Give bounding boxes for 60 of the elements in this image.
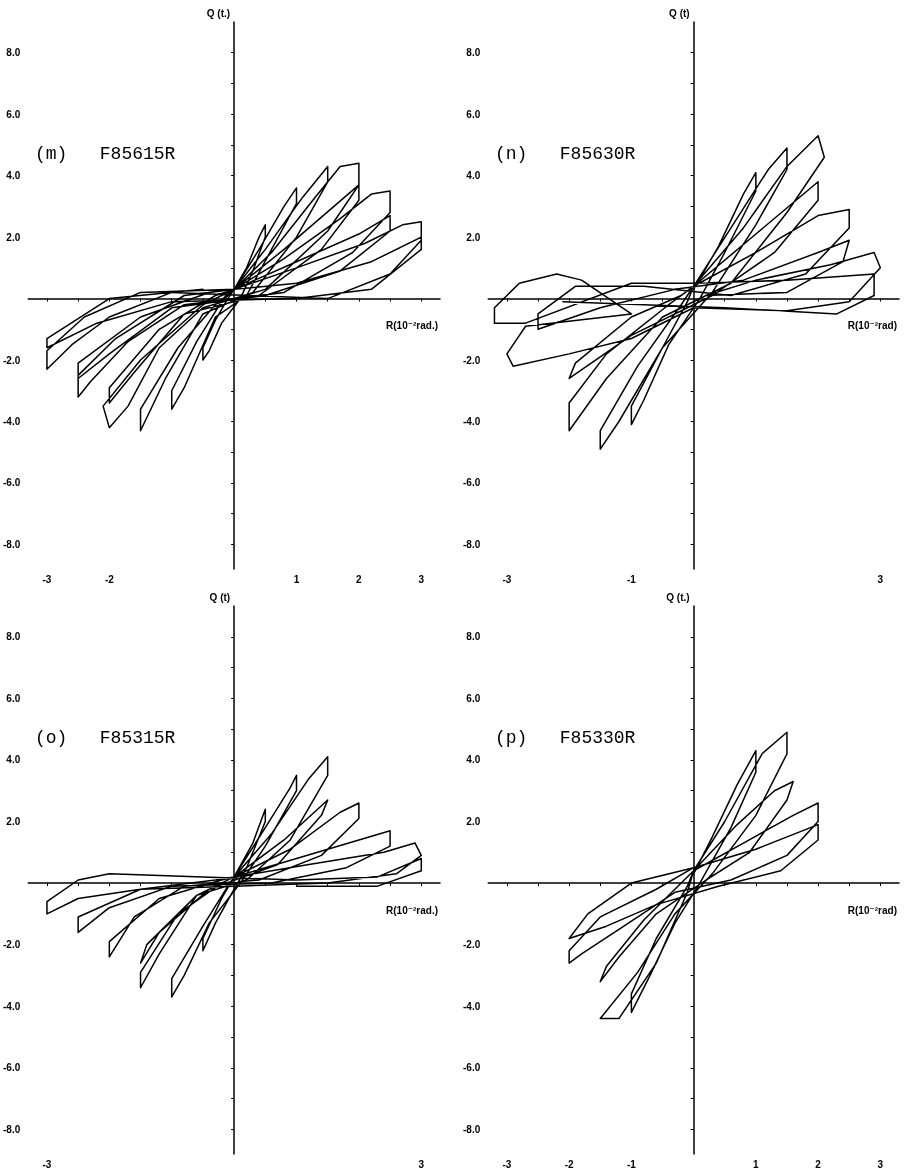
y-axis-title: Q (t) xyxy=(669,7,690,19)
x-tick-label: 3 xyxy=(877,1158,884,1169)
x-tick-label: -2 xyxy=(104,573,115,585)
y-tick-label: 2.0 xyxy=(466,816,481,828)
y-tick-label: 4.0 xyxy=(466,754,481,766)
y-tick-label: -2.0 xyxy=(3,354,21,366)
x-tick-label: 1 xyxy=(753,1158,760,1169)
x-tick-label: 1 xyxy=(293,573,300,585)
y-tick-label: 8.0 xyxy=(6,631,21,643)
y-axis-title: Q (t) xyxy=(209,591,231,603)
y-tick-label: -8.0 xyxy=(463,538,481,550)
y-tick-label: -2.0 xyxy=(463,354,481,366)
text: (n) F85630R xyxy=(495,144,636,165)
y-tick-label: -4.0 xyxy=(463,415,481,427)
y-tick-label: -6.0 xyxy=(3,477,21,489)
x-axis-title: R(10⁻²rad.) xyxy=(386,320,438,332)
x-tick-label: -3 xyxy=(502,1158,512,1169)
x-tick-label: 3 xyxy=(418,573,425,585)
y-tick-label: 6.0 xyxy=(6,692,21,704)
y-axis-title: Q (t.) xyxy=(666,591,690,603)
y-tick-label: -4.0 xyxy=(3,415,21,427)
y-tick-label: 8.0 xyxy=(466,631,481,643)
y-tick-label: -8.0 xyxy=(3,1123,21,1135)
x-tick-label: -3 xyxy=(502,573,512,585)
x-tick-label: -1 xyxy=(626,573,637,585)
y-tick-label: -6.0 xyxy=(3,1062,21,1074)
y-tick-label: -2.0 xyxy=(3,939,21,951)
y-tick-label: -4.0 xyxy=(463,1000,481,1012)
y-tick-label: 4.0 xyxy=(6,754,21,766)
x-tick-label: -3 xyxy=(42,573,52,585)
y-tick-label: -2.0 xyxy=(463,939,481,951)
x-tick-label: -2 xyxy=(564,1158,575,1169)
y-tick-label: 2.0 xyxy=(6,816,21,828)
y-axis-title: Q (t.) xyxy=(206,7,231,19)
x-axis-title: R(10⁻²rad) xyxy=(847,904,897,916)
text: (o) F85315R xyxy=(35,728,176,749)
y-tick-label: 8.0 xyxy=(6,47,21,59)
x-tick-label: 2 xyxy=(815,1158,822,1169)
y-tick-label: -4.0 xyxy=(3,1000,21,1012)
y-tick-label: 6.0 xyxy=(6,108,21,120)
x-axis-title: R(10⁻²rad) xyxy=(847,320,897,332)
y-tick-label: 8.0 xyxy=(466,47,481,59)
y-tick-label: -8.0 xyxy=(463,1123,481,1135)
y-tick-label: 6.0 xyxy=(466,108,481,120)
x-axis-title: R(10⁻²rad.) xyxy=(386,904,438,916)
x-tick-label: 3 xyxy=(877,573,884,585)
x-tick-label: 2 xyxy=(356,573,363,585)
y-tick-label: 2.0 xyxy=(6,231,21,243)
y-tick-label: 6.0 xyxy=(466,692,481,704)
x-tick-label: 3 xyxy=(418,1158,425,1169)
x-tick-label: -1 xyxy=(626,1158,637,1169)
y-tick-label: 4.0 xyxy=(466,170,481,182)
y-tick-label: 2.0 xyxy=(466,231,481,243)
y-tick-label: -6.0 xyxy=(463,1062,481,1074)
text: (p) F85330R xyxy=(495,728,636,749)
y-tick-label: -8.0 xyxy=(3,538,21,550)
x-tick-label: -3 xyxy=(42,1158,52,1169)
y-tick-label: 4.0 xyxy=(6,170,21,182)
text: (m) F85615R xyxy=(35,144,176,165)
y-tick-label: -6.0 xyxy=(463,477,481,489)
